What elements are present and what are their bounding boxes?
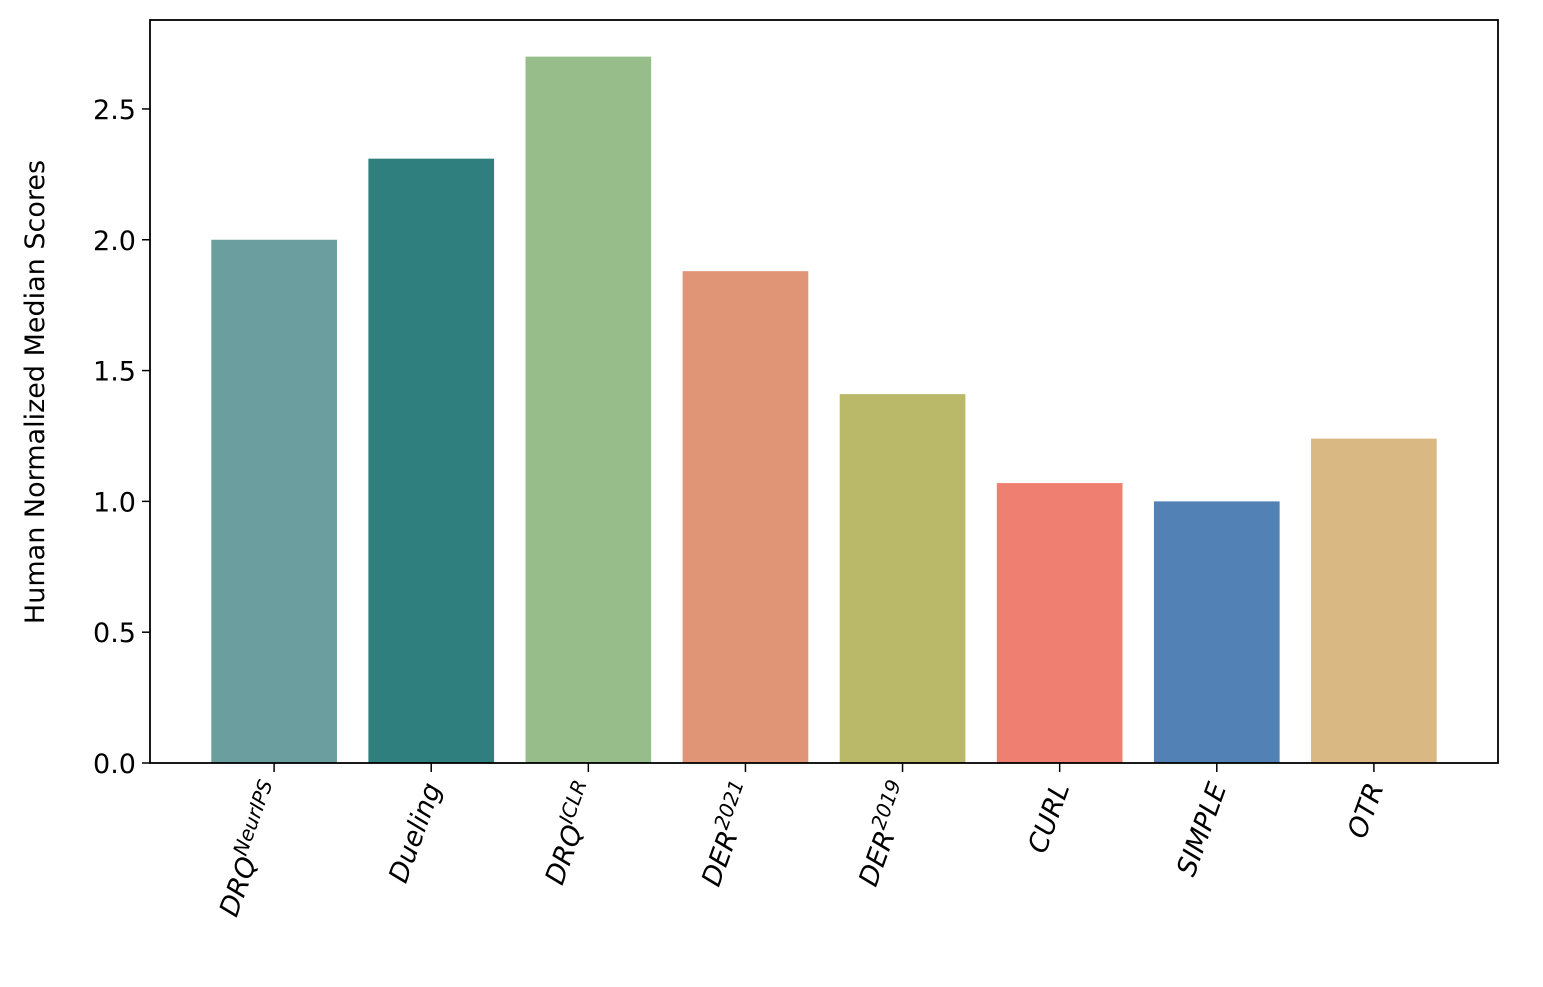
x-tick-label: OTR: [1342, 779, 1390, 843]
category-name: DRQ: [540, 821, 590, 889]
category-name: DER: [696, 827, 744, 891]
bar: [1153, 501, 1280, 763]
category-name: DER: [853, 827, 901, 891]
bar: [368, 158, 495, 763]
bar: [996, 483, 1123, 763]
category-name: Dueling: [383, 779, 448, 887]
plot-frame: [149, 19, 1499, 764]
category-superscript: 2021: [709, 776, 749, 832]
bar: [682, 271, 809, 763]
x-tick-label: CURL: [1022, 779, 1076, 858]
category-superscript: ICLR: [554, 776, 592, 826]
y-tick-label: 1.5: [93, 357, 136, 388]
x-tick-label: SIMPLE: [1171, 779, 1233, 881]
bar: [1311, 438, 1437, 763]
y-tick-label: 1.0: [93, 487, 136, 518]
x-tick-label: DER2019: [847, 776, 919, 890]
category-name: DRQ: [214, 853, 264, 921]
bar: [525, 56, 652, 763]
y-tick-label: 2.5: [93, 95, 136, 126]
x-tick-label: DRQICLR: [533, 776, 605, 888]
y-axis-label: Human Normalized Median Scores: [20, 160, 51, 624]
category-name: CURL: [1022, 779, 1076, 858]
x-tick-label: Dueling: [383, 779, 448, 887]
y-tick-label: 0.0: [93, 749, 136, 780]
category-superscript: 2019: [866, 776, 906, 832]
x-tick-label: DRQNeurIPS: [207, 776, 291, 920]
bar: [211, 239, 337, 763]
x-tick-label: DER2021: [690, 776, 762, 890]
category-name: SIMPLE: [1171, 779, 1233, 881]
y-tick-label: 0.5: [93, 618, 136, 649]
bar: [839, 394, 966, 763]
y-tick-label: 2.0: [93, 226, 136, 257]
category-name: OTR: [1342, 779, 1390, 843]
category-superscript: NeurIPS: [228, 776, 278, 859]
